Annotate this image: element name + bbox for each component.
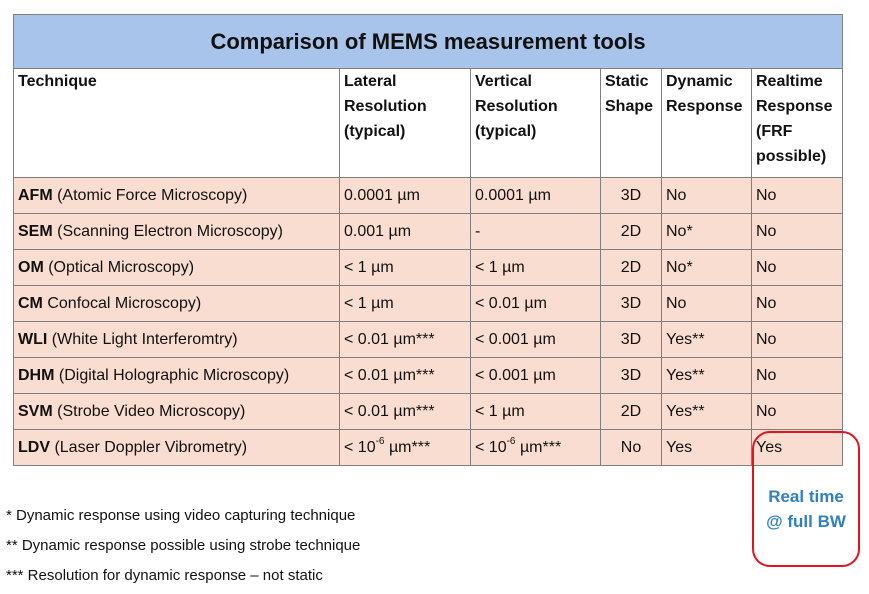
vertical-cell: < 0.01 µm [470, 285, 601, 322]
lateral-cell: < 0.01 µm*** [339, 357, 471, 394]
vertical-exponent: -6 [506, 435, 516, 447]
dynamic-cell: No* [661, 249, 752, 286]
technique-name: (Scanning Electron Microscopy) [52, 223, 283, 240]
callout-line-2: @ full BW [766, 512, 846, 531]
col-header-realtime: Realtime Response (FRF possible) [750, 68, 844, 178]
lateral-cell: < 1 µm [339, 285, 471, 322]
technique-abbr: DHM [18, 367, 55, 384]
footnote-1: * Dynamic response using video capturing… [6, 507, 356, 524]
lateral-cell: < 1 µm [339, 249, 471, 286]
technique-name: (White Light Interferomtry) [47, 331, 238, 348]
technique-name: (Laser Doppler Vibrometry) [50, 439, 248, 456]
col-header-technique: Technique [13, 68, 340, 178]
technique-name: (Atomic Force Microscopy) [52, 187, 248, 204]
lateral-unit: µm*** [384, 439, 431, 456]
vertical-cell: < 1 µm [470, 393, 601, 430]
vertical-cell: < 0.001 µm [470, 357, 601, 394]
technique-cell: WLI (White Light Interferomtry) [13, 321, 340, 358]
lateral-exponent: -6 [375, 435, 385, 447]
vertical-cell: < 10-6 µm*** [470, 429, 601, 466]
vertical-value: < 10 [475, 439, 507, 456]
header-row: Technique Lateral Resolution (typical) V… [13, 68, 844, 178]
static-cell: 3D [600, 177, 662, 214]
footnote-3: *** Resolution for dynamic response – no… [6, 567, 323, 584]
table-row: SEM (Scanning Electron Microscopy) 0.001… [13, 213, 844, 250]
static-cell: 2D [600, 213, 662, 250]
realtime-callout-box [752, 431, 860, 567]
table-row: AFM (Atomic Force Microscopy) 0.0001 µm … [13, 177, 844, 214]
technique-cell: CM Confocal Microscopy) [13, 285, 340, 322]
dynamic-cell: No [661, 177, 752, 214]
technique-cell: DHM (Digital Holographic Microscopy) [13, 357, 340, 394]
comparison-table: Comparison of MEMS measurement tools Tec… [12, 14, 844, 466]
realtime-cell: No [750, 393, 844, 430]
technique-abbr: SEM [18, 223, 53, 240]
lateral-cell: < 10-6 µm*** [339, 429, 471, 466]
dynamic-cell: Yes [661, 429, 752, 466]
dynamic-cell: No* [661, 213, 752, 250]
realtime-cell: No [750, 321, 844, 358]
technique-cell: OM (Optical Microscopy) [13, 249, 340, 286]
technique-abbr: SVM [18, 403, 53, 420]
table-row: OM (Optical Microscopy) < 1 µm < 1 µm 2D… [13, 249, 844, 286]
static-cell: 3D [600, 321, 662, 358]
technique-name: (Strobe Video Microscopy) [52, 403, 246, 420]
table-title: Comparison of MEMS measurement tools [12, 14, 844, 69]
technique-abbr: WLI [18, 331, 48, 348]
technique-abbr: AFM [18, 187, 53, 204]
table-row: SVM (Strobe Video Microscopy) < 0.01 µm*… [13, 393, 844, 430]
col-header-vertical: Vertical Resolution (typical) [470, 68, 601, 178]
lateral-cell: 0.0001 µm [339, 177, 471, 214]
table-row-ldv: LDV (Laser Doppler Vibrometry) < 10-6 µm… [13, 429, 844, 466]
realtime-cell: No [750, 213, 844, 250]
table-row: WLI (White Light Interferomtry) < 0.01 µ… [13, 321, 844, 358]
vertical-unit: µm*** [515, 439, 562, 456]
static-cell: 2D [600, 249, 662, 286]
table-row: CM Confocal Microscopy) < 1 µm < 0.01 µm… [13, 285, 844, 322]
dynamic-cell: Yes** [661, 357, 752, 394]
realtime-callout-text: Real time @ full BW [752, 484, 860, 534]
lateral-cell: < 0.01 µm*** [339, 321, 471, 358]
static-cell: 3D [600, 285, 662, 322]
realtime-cell: No [750, 357, 844, 394]
dynamic-cell: No [661, 285, 752, 322]
realtime-cell: No [750, 249, 844, 286]
technique-abbr: CM [18, 295, 43, 312]
realtime-cell: No [750, 177, 844, 214]
vertical-cell: < 0.001 µm [470, 321, 601, 358]
technique-name: (Digital Holographic Microscopy) [54, 367, 290, 384]
static-cell: No [600, 429, 662, 466]
realtime-cell: No [750, 285, 844, 322]
dynamic-cell: Yes** [661, 393, 752, 430]
technique-name: Confocal Microscopy) [42, 295, 202, 312]
technique-cell: AFM (Atomic Force Microscopy) [13, 177, 340, 214]
technique-abbr: OM [18, 259, 44, 276]
technique-cell: SVM (Strobe Video Microscopy) [13, 393, 340, 430]
static-cell: 2D [600, 393, 662, 430]
col-header-static: Static Shape [600, 68, 662, 178]
comparison-table-wrapper: Comparison of MEMS measurement tools Tec… [12, 14, 844, 466]
footnote-2: ** Dynamic response possible using strob… [6, 537, 361, 554]
technique-abbr: LDV [18, 439, 50, 456]
dynamic-cell: Yes** [661, 321, 752, 358]
technique-name: (Optical Microscopy) [43, 259, 195, 276]
lateral-cell: < 0.01 µm*** [339, 393, 471, 430]
static-cell: 3D [600, 357, 662, 394]
col-header-dynamic: Dynamic Response [661, 68, 752, 178]
callout-line-1: Real time [768, 487, 844, 506]
vertical-cell: 0.0001 µm [470, 177, 601, 214]
footnotes: * Dynamic response using video capturing… [6, 501, 360, 591]
lateral-cell: 0.001 µm [339, 213, 471, 250]
vertical-cell: < 1 µm [470, 249, 601, 286]
technique-cell: LDV (Laser Doppler Vibrometry) [13, 429, 340, 466]
col-header-lateral: Lateral Resolution (typical) [339, 68, 471, 178]
lateral-value: < 10 [344, 439, 376, 456]
vertical-cell: - [470, 213, 601, 250]
table-row: DHM (Digital Holographic Microscopy) < 0… [13, 357, 844, 394]
technique-cell: SEM (Scanning Electron Microscopy) [13, 213, 340, 250]
